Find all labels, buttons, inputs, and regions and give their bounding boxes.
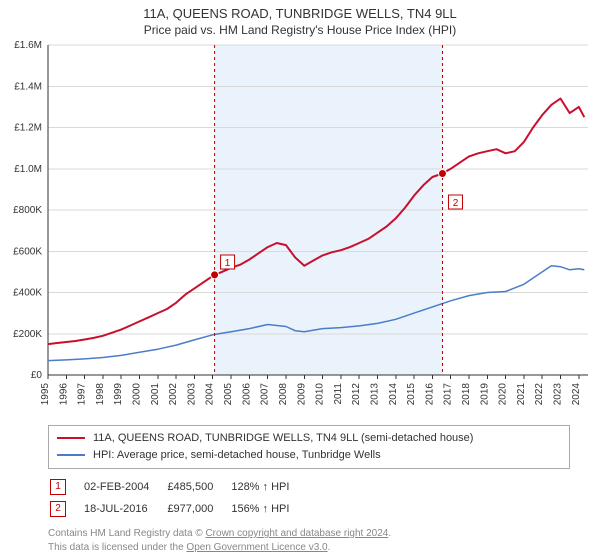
table-row: 2 18-JUL-2016 £977,000 156% ↑ HPI [50,499,305,519]
svg-text:2013: 2013 [369,383,380,406]
sale-price: £977,000 [167,499,229,519]
svg-text:2010: 2010 [315,383,326,406]
svg-text:2001: 2001 [150,383,161,406]
svg-text:£400K: £400K [13,288,42,299]
page-title: 11A, QUEENS ROAD, TUNBRIDGE WELLS, TN4 9… [0,6,600,21]
sale-marker-2: 2 [50,501,66,517]
legend-swatch-subject [57,437,85,439]
svg-text:2003: 2003 [186,383,197,406]
svg-text:1997: 1997 [77,383,88,406]
svg-text:2023: 2023 [553,383,564,406]
chart-svg: £0 £200K £400K £600K £800K £1.0M £1.2M £1.4M £1.… [0,37,600,417]
legend-label-hpi: HPI: Average price, semi-detached house,… [93,447,381,464]
svg-text:2008: 2008 [278,383,289,406]
svg-text:2017: 2017 [443,383,454,406]
svg-text:2: 2 [453,198,459,209]
svg-text:2004: 2004 [205,383,216,406]
footer-text: . [328,542,331,553]
legend-swatch-hpi [57,454,85,456]
svg-text:2016: 2016 [424,383,435,406]
footer-text: Contains HM Land Registry data © [48,528,205,539]
sale-vs-hpi: 128% ↑ HPI [231,477,305,497]
svg-text:2019: 2019 [479,383,490,406]
svg-text:£1.0M: £1.0M [14,164,42,175]
svg-text:2021: 2021 [516,383,527,406]
svg-text:2024: 2024 [571,383,582,406]
svg-text:£200K: £200K [13,329,42,340]
svg-text:2011: 2011 [333,383,344,405]
sale-date: 02-FEB-2004 [84,477,165,497]
table-row: 1 02-FEB-2004 £485,500 128% ↑ HPI [50,477,305,497]
page-subtitle: Price paid vs. HM Land Registry's House … [0,23,600,37]
svg-text:£600K: £600K [13,246,42,257]
svg-text:£1.2M: £1.2M [14,123,42,134]
price-chart: £0 £200K £400K £600K £800K £1.0M £1.2M £1.4M £1.… [0,37,600,417]
svg-text:1999: 1999 [113,383,124,406]
sale-marker-1: 1 [50,479,66,495]
svg-text:1995: 1995 [40,383,51,406]
legend: 11A, QUEENS ROAD, TUNBRIDGE WELLS, TN4 9… [48,425,570,469]
svg-text:2005: 2005 [223,383,234,406]
svg-text:2006: 2006 [241,383,252,406]
svg-text:2000: 2000 [132,383,143,406]
svg-text:£0: £0 [31,370,43,381]
legend-row-subject: 11A, QUEENS ROAD, TUNBRIDGE WELLS, TN4 9… [57,430,561,447]
svg-text:1: 1 [225,258,231,269]
svg-text:2015: 2015 [406,383,417,406]
svg-text:2012: 2012 [351,383,362,406]
svg-text:£1.4M: £1.4M [14,81,42,92]
sales-table: 1 02-FEB-2004 £485,500 128% ↑ HPI 2 18-J… [48,475,307,521]
ogl-link[interactable]: Open Government Licence v3.0 [186,542,327,553]
svg-text:2014: 2014 [388,383,399,406]
attribution-footer: Contains HM Land Registry data © Crown c… [48,527,600,555]
sale-date: 18-JUL-2016 [84,499,165,519]
legend-label-subject: 11A, QUEENS ROAD, TUNBRIDGE WELLS, TN4 9… [93,430,473,447]
svg-text:1996: 1996 [58,383,69,406]
legend-row-hpi: HPI: Average price, semi-detached house,… [57,447,561,464]
svg-text:2002: 2002 [168,383,179,406]
svg-text:£800K: £800K [13,205,42,216]
sale-vs-hpi: 156% ↑ HPI [231,499,305,519]
svg-text:2022: 2022 [534,383,545,406]
svg-text:1998: 1998 [95,383,106,406]
svg-text:2009: 2009 [296,383,307,406]
svg-text:2018: 2018 [461,383,472,406]
svg-text:2007: 2007 [260,383,271,406]
svg-text:2020: 2020 [498,383,509,406]
svg-text:£1.6M: £1.6M [14,40,42,51]
crown-copyright-link[interactable]: Crown copyright and database right 2024 [205,528,388,539]
footer-text: This data is licensed under the [48,542,186,553]
sale-price: £485,500 [167,477,229,497]
